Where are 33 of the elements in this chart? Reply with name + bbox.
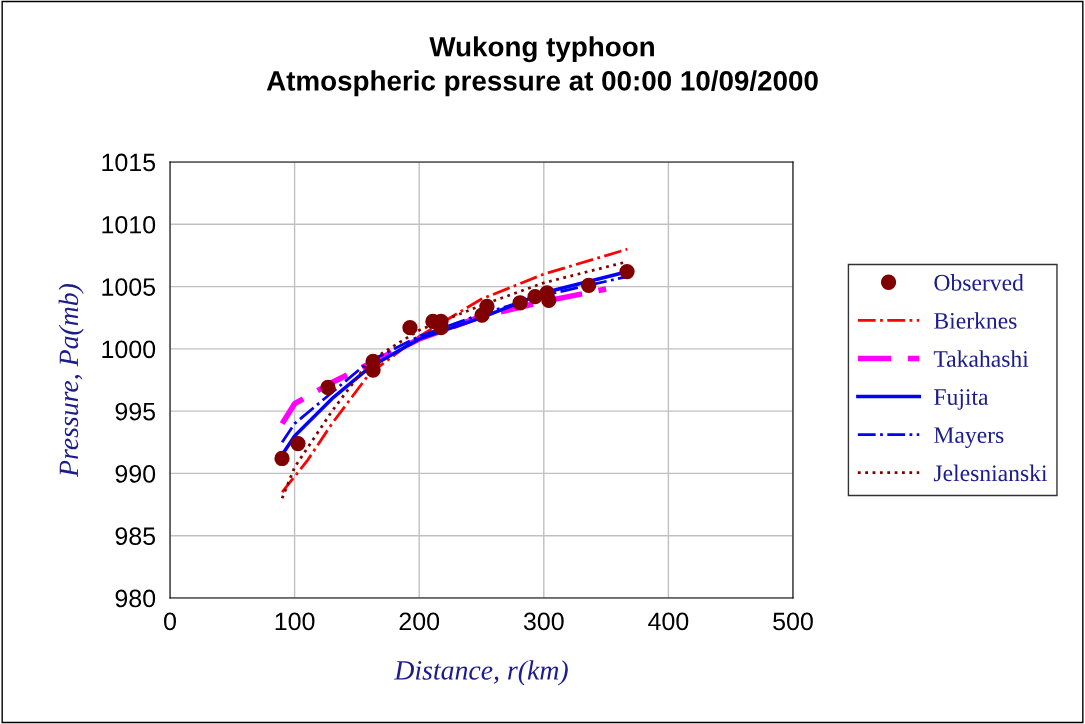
y-tick-label: 1015	[102, 153, 156, 172]
point	[527, 288, 543, 305]
x-tick-label: 400	[648, 612, 689, 631]
legend-label: Fujita	[934, 389, 989, 410]
point	[619, 263, 635, 280]
x-tick-label: 100	[275, 612, 315, 631]
y-tick-label: 1010	[102, 215, 156, 234]
point	[320, 379, 336, 396]
point	[290, 435, 306, 452]
x-axis-title: Distance, r(km)	[394, 660, 568, 686]
y-axis-title: Pressure, Pa(mb)	[58, 283, 84, 478]
point	[479, 298, 495, 315]
x-tick-label: 500	[773, 612, 813, 631]
y-tick-label: 980	[115, 589, 156, 608]
y-tick-label: 990	[115, 465, 156, 483]
x-tick-label: 200	[399, 612, 440, 631]
y-tick-label: 995	[115, 402, 156, 421]
point	[581, 277, 597, 293]
legend-label: Bierknes	[934, 312, 1017, 329]
legend-label: Observed	[934, 274, 1024, 291]
x-tick-label: 0	[164, 612, 176, 631]
legend-label: Jelesnianski	[933, 464, 1048, 482]
x-tick-label: 300	[523, 612, 564, 631]
point	[512, 295, 528, 311]
point	[274, 450, 290, 467]
y-tick-label: 1000	[102, 340, 156, 359]
point	[402, 320, 418, 336]
y-tick-label: 985	[115, 527, 156, 546]
y-tick-label: 1005	[102, 278, 156, 296]
chart-title: Wukong typhoon Atmospheric pressure at 00:00 10/09/2000	[266, 36, 818, 97]
point	[541, 292, 557, 308]
legend-label: Mayers	[934, 427, 1004, 448]
legend-label: Takahashi	[933, 350, 1029, 367]
